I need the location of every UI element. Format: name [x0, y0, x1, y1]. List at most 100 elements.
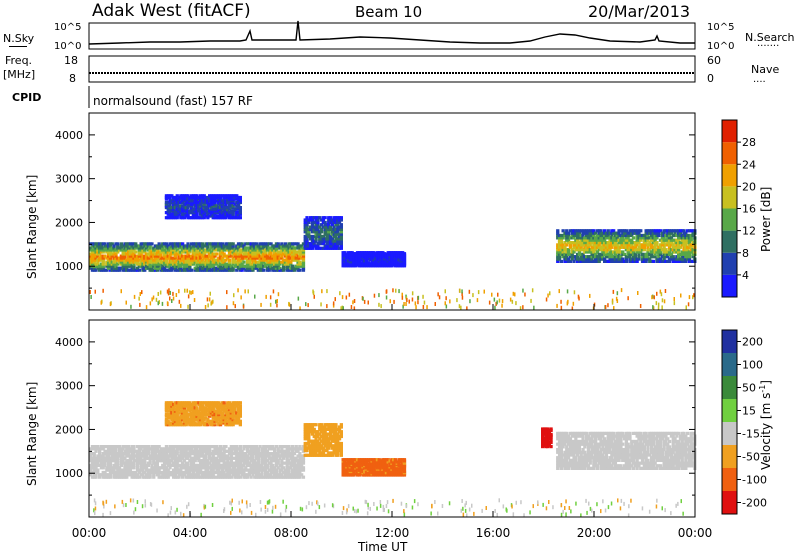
power-cell [682, 257, 686, 261]
velocity-cell [92, 456, 96, 460]
power-cell [200, 216, 205, 220]
power-cell [348, 251, 352, 255]
velocity-cell [90, 463, 95, 467]
power-cell [215, 214, 219, 218]
velocity-cell [103, 475, 107, 479]
power-cell [675, 248, 679, 252]
power-cell [657, 231, 661, 235]
power-cell [274, 244, 279, 248]
power-cell [691, 229, 695, 233]
power-cell [244, 268, 248, 272]
velocity-cell [190, 445, 194, 449]
power-cell [292, 250, 297, 254]
power-cell [238, 211, 242, 215]
power-cell [247, 250, 251, 254]
velocity-cell [204, 459, 208, 463]
power-cell [96, 262, 100, 266]
power-cell [193, 204, 197, 208]
velocity-cell [107, 475, 111, 479]
power-cell [220, 258, 224, 262]
power-cell [90, 268, 95, 272]
velocity-cell [251, 470, 255, 475]
power-cell [108, 264, 113, 268]
velocity-cell [291, 475, 295, 479]
power-cell [339, 237, 343, 241]
power-cell [393, 260, 398, 264]
power-cell [227, 194, 232, 198]
power-cell [579, 248, 583, 252]
power-cell [328, 237, 333, 241]
velocity-cell [249, 452, 253, 456]
power-cell [595, 229, 600, 233]
power-cell [301, 246, 306, 250]
power-cell [245, 246, 250, 250]
power-cell [314, 237, 318, 241]
power-cell [655, 233, 659, 238]
velocity-cell [229, 445, 233, 449]
velocity-cell [238, 445, 242, 449]
power-cell [624, 245, 628, 249]
power-cell [150, 252, 154, 256]
velocity-cell [148, 475, 152, 479]
power-speck [211, 300, 213, 305]
freq-label: Freq. [5, 54, 32, 67]
power-cell [181, 214, 185, 218]
velocity-cell [251, 468, 255, 472]
velocity-cell [240, 470, 244, 475]
power-cell [247, 248, 251, 252]
power-cell [576, 245, 580, 249]
velocity-cell [172, 445, 176, 449]
power-cell [658, 252, 663, 256]
velocity-cell [251, 447, 255, 451]
velocity-cell [235, 447, 239, 451]
velocity-cell [92, 461, 96, 465]
power-cell [644, 243, 648, 247]
power-cell [651, 248, 655, 252]
colorbar-tick-label: 28 [742, 136, 756, 149]
velocity-cell [242, 473, 246, 477]
power-cell [658, 238, 663, 242]
power-cell [101, 246, 105, 250]
power-cell [191, 209, 196, 213]
power-cell [559, 238, 563, 242]
power-cell [599, 238, 603, 242]
velocity-cell [130, 470, 134, 475]
power-cell [181, 248, 185, 252]
velocity-cell [220, 454, 224, 458]
power-cell [224, 204, 228, 208]
power-cell [193, 202, 197, 206]
power-cell [577, 236, 582, 240]
power-cell [265, 266, 270, 270]
velocity-cell [121, 456, 125, 460]
power-cell [206, 256, 210, 260]
velocity-cell [195, 452, 199, 456]
velocity-cell [291, 456, 295, 460]
velocity-cell [236, 466, 241, 470]
power-cell [635, 236, 639, 240]
velocity-cell [242, 470, 246, 475]
power-cell [114, 264, 118, 268]
velocity-cell [170, 470, 174, 475]
power-speck [188, 290, 191, 295]
velocity-cell [126, 449, 131, 453]
velocity-cell [280, 468, 284, 472]
power-cell [332, 234, 336, 239]
velocity-cell [294, 447, 298, 451]
power-cell [579, 238, 583, 242]
power-cell [348, 256, 352, 260]
nave-right-tick-bottom: 0 [707, 72, 714, 85]
power-cell [556, 248, 560, 252]
velocity-cell [303, 444, 307, 448]
power-cell [227, 254, 232, 258]
power-cell [686, 241, 690, 245]
power-cell [626, 245, 630, 249]
power-cell [177, 204, 181, 208]
power-cell [231, 204, 235, 208]
power-cell [126, 268, 131, 272]
power-cell [639, 238, 643, 242]
power-cell [271, 266, 275, 270]
power-cell [355, 251, 360, 255]
power-cell [260, 244, 264, 248]
power-cell [247, 246, 251, 250]
